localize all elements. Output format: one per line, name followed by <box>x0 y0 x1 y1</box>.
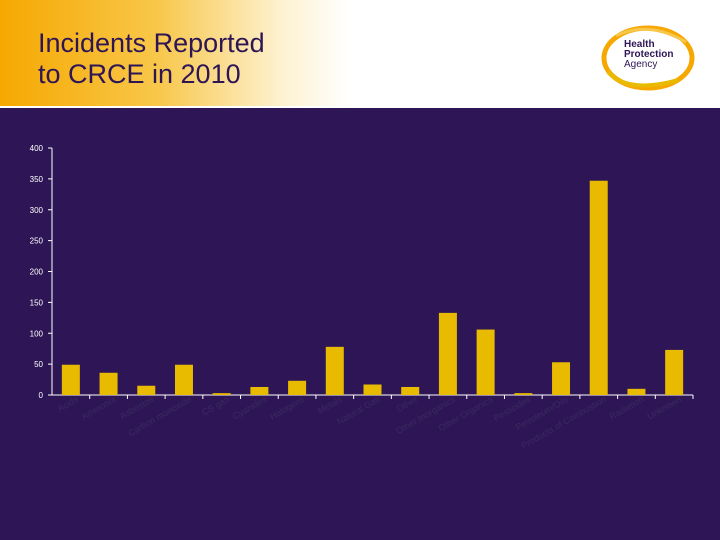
bar <box>665 349 684 395</box>
bar <box>137 385 156 395</box>
bar <box>438 312 457 395</box>
y-tick-label: 250 <box>30 237 44 246</box>
header-divider <box>0 106 720 108</box>
bar <box>212 393 231 395</box>
y-tick-label: 50 <box>34 360 43 369</box>
x-category-label: Ammonia <box>80 394 118 422</box>
hpa-logo-text: Health Protection Agency <box>624 40 673 70</box>
x-category-label: Cyanides <box>231 394 269 422</box>
logo-line2: Protection <box>624 49 674 60</box>
hpa-logo: Health Protection Agency <box>598 22 696 92</box>
bar <box>552 362 571 395</box>
bar <box>61 364 80 395</box>
bar <box>476 329 495 395</box>
chart-y-ticks: 0 50 100 150 200 250 300 350 400 <box>30 144 52 400</box>
bar-chart: 0 50 100 150 200 250 300 350 400 Acids Ammonia Asb… <box>30 144 694 451</box>
slide-title-line2: to CRCE in 2010 <box>38 59 241 89</box>
x-category-label: Acids <box>56 394 80 414</box>
y-tick-label: 400 <box>30 144 44 153</box>
bar <box>250 386 269 395</box>
bar <box>363 384 382 395</box>
title-band <box>0 0 350 106</box>
y-tick-label: 300 <box>30 206 44 215</box>
x-category-label: Carbon monoxide <box>126 394 193 438</box>
bar <box>589 180 608 395</box>
x-category-label: CS gas <box>200 394 231 418</box>
logo-line1: Health <box>624 39 655 50</box>
logo-line3: Agency <box>624 59 658 70</box>
bar <box>401 386 420 395</box>
header: Incidents Reported to CRCE in 2010 Healt… <box>0 0 720 106</box>
bar <box>514 393 533 395</box>
x-category-label: Radiation <box>608 394 646 422</box>
bar <box>288 380 307 395</box>
y-tick-label: 100 <box>30 329 44 338</box>
x-category-label: Halogens <box>268 394 306 422</box>
x-category-label: Unknown <box>646 394 684 421</box>
bar <box>174 364 193 395</box>
bar <box>627 388 646 395</box>
chart-bars <box>61 180 684 395</box>
slide-title-line1: Incidents Reported <box>38 28 265 58</box>
y-tick-label: 200 <box>30 268 44 277</box>
y-tick-label: 0 <box>39 391 44 400</box>
y-tick-label: 150 <box>30 298 44 307</box>
y-tick-label: 350 <box>30 175 44 184</box>
bar <box>99 372 118 395</box>
x-category-label: Metals <box>316 394 344 416</box>
bar <box>325 346 344 395</box>
x-category-label: Natural Gas <box>335 394 382 427</box>
hpa-logo-swirl-icon <box>601 25 695 91</box>
x-category-label: Other <box>395 394 419 414</box>
slide-title: Incidents Reported to CRCE in 2010 <box>38 28 358 90</box>
